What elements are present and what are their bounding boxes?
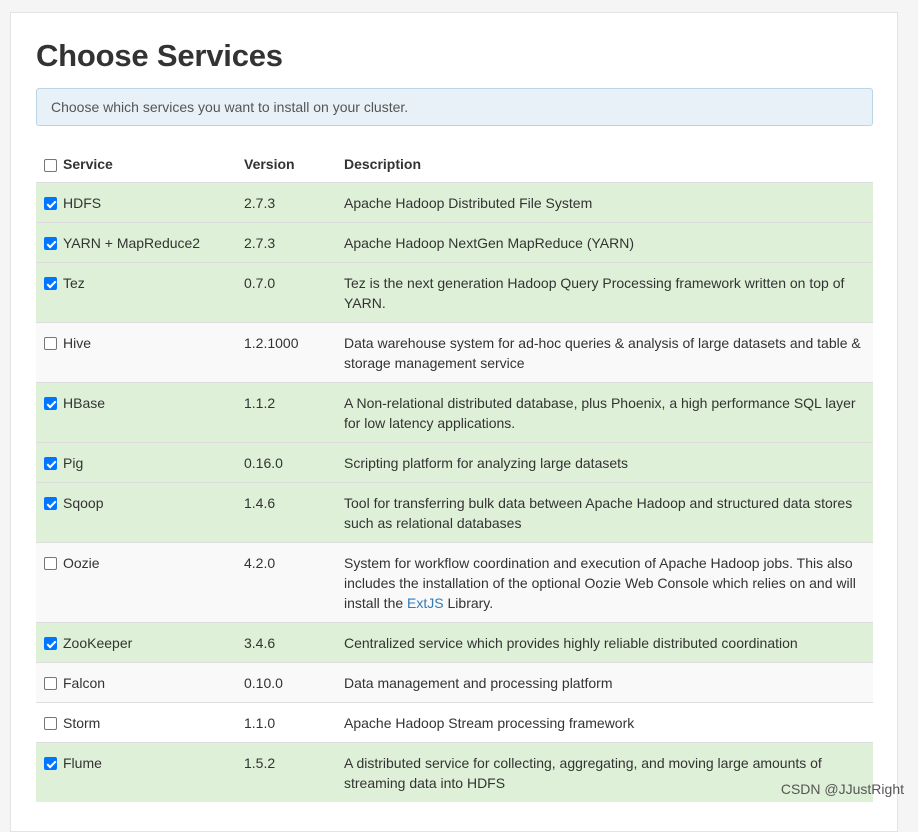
table-row[interactable]: Falcon 0.10.0 Data management and proces… [36, 662, 873, 703]
description-cell: Apache Hadoop NextGen MapReduce (YARN) [344, 222, 873, 263]
service-checkbox[interactable] [44, 457, 57, 470]
version-cell: 0.7.0 [244, 262, 344, 323]
extjs-link[interactable]: ExtJS [407, 595, 444, 611]
description-column-header: Description [344, 145, 873, 183]
version-cell: 1.2.1000 [244, 322, 344, 383]
service-cell: Oozie [36, 542, 244, 623]
service-checkbox[interactable] [44, 717, 57, 730]
version-cell: 1.4.6 [244, 482, 344, 543]
description-cell: Centralized service which provides highl… [344, 622, 873, 663]
service-cell: Flume [36, 742, 244, 802]
description-cell: Tool for transferring bulk data between … [344, 482, 873, 543]
description-cell: A distributed service for collecting, ag… [344, 742, 873, 802]
table-row[interactable]: Oozie 4.2.0 System for workflow coordina… [36, 542, 873, 623]
service-name: YARN + MapReduce2 [63, 235, 201, 251]
info-alert: Choose which services you want to instal… [36, 88, 873, 126]
description-cell: System for workflow coordination and exe… [344, 542, 873, 623]
service-cell: Hive [36, 322, 244, 383]
version-cell: 2.7.3 [244, 182, 344, 223]
service-cell: Falcon [36, 662, 244, 703]
select-all-checkbox[interactable] [44, 158, 57, 172]
watermark: CSDN @JJustRight [780, 781, 904, 797]
service-cell: Sqoop [36, 482, 244, 543]
service-cell: Storm [36, 702, 244, 743]
service-cell: HDFS [36, 182, 244, 223]
info-text: Choose which services you want to instal… [51, 99, 409, 115]
service-checkbox[interactable] [44, 197, 57, 210]
table-row[interactable]: HBase 1.1.2 A Non-relational distributed… [36, 382, 873, 443]
service-cell: Tez [36, 262, 244, 323]
services-table: Service Version Description HDFS 2.7.3 A… [36, 145, 873, 802]
service-name: Sqoop [63, 495, 104, 511]
description-cell: Tez is the next generation Hadoop Query … [344, 262, 873, 323]
service-name: Pig [63, 455, 84, 471]
description-cell: Data warehouse system for ad-hoc queries… [344, 322, 873, 383]
description-text: System for workflow coordination and exe… [344, 555, 856, 611]
service-checkbox[interactable] [44, 557, 57, 570]
table-row[interactable]: HDFS 2.7.3 Apache Hadoop Distributed Fil… [36, 182, 873, 223]
service-checkbox[interactable] [44, 677, 57, 690]
service-cell: ZooKeeper [36, 622, 244, 663]
version-column-header: Version [244, 145, 344, 183]
service-checkbox[interactable] [44, 277, 57, 290]
service-name: Storm [63, 715, 101, 731]
table-row[interactable]: ZooKeeper 3.4.6 Centralized service whic… [36, 622, 873, 663]
service-checkbox[interactable] [44, 337, 57, 350]
description-cell: Apache Hadoop Distributed File System [344, 182, 873, 223]
table-row[interactable]: Hive 1.2.1000 Data warehouse system for … [36, 322, 873, 383]
version-cell: 1.5.2 [244, 742, 344, 802]
version-cell: 1.1.0 [244, 702, 344, 743]
version-cell: 3.4.6 [244, 622, 344, 663]
version-cell: 2.7.3 [244, 222, 344, 263]
description-cell: A Non-relational distributed database, p… [344, 382, 873, 443]
table-row[interactable]: Sqoop 1.4.6 Tool for transferring bulk d… [36, 482, 873, 543]
table-row[interactable]: YARN + MapReduce2 2.7.3 Apache Hadoop Ne… [36, 222, 873, 263]
service-name: Falcon [63, 675, 106, 691]
service-name: Hive [63, 335, 92, 351]
description-cell: Data management and processing platform [344, 662, 873, 703]
service-name: Flume [63, 755, 102, 771]
description-cell: Scripting platform for analyzing large d… [344, 442, 873, 483]
version-cell: 1.1.2 [244, 382, 344, 443]
service-name: HBase [63, 395, 106, 411]
version-cell: 0.16.0 [244, 442, 344, 483]
table-header-row: Service Version Description [36, 145, 873, 183]
service-checkbox[interactable] [44, 237, 57, 250]
table-row[interactable]: Tez 0.7.0 Tez is the next generation Had… [36, 262, 873, 323]
version-cell: 4.2.0 [244, 542, 344, 623]
description-cell: Apache Hadoop Stream processing framewor… [344, 702, 873, 743]
table-row[interactable]: Flume 1.5.2 A distributed service for co… [36, 742, 873, 802]
service-checkbox[interactable] [44, 497, 57, 510]
service-cell: HBase [36, 382, 244, 443]
service-name: ZooKeeper [63, 635, 133, 651]
service-name: Oozie [63, 555, 100, 571]
page-title: Choose Services [36, 38, 283, 73]
service-column-header: Service [36, 145, 244, 183]
service-name: Tez [63, 275, 85, 291]
version-cell: 0.10.0 [244, 662, 344, 703]
service-header-label: Service [63, 155, 113, 172]
description-text-end: Library. [443, 595, 494, 611]
service-checkbox[interactable] [44, 637, 57, 650]
table-row[interactable]: Pig 0.16.0 Scripting platform for analyz… [36, 442, 873, 483]
service-cell: YARN + MapReduce2 [36, 222, 244, 263]
service-checkbox[interactable] [44, 757, 57, 770]
service-checkbox[interactable] [44, 397, 57, 410]
service-cell: Pig [36, 442, 244, 483]
table-row[interactable]: Storm 1.1.0 Apache Hadoop Stream process… [36, 702, 873, 743]
service-name: HDFS [63, 195, 102, 211]
